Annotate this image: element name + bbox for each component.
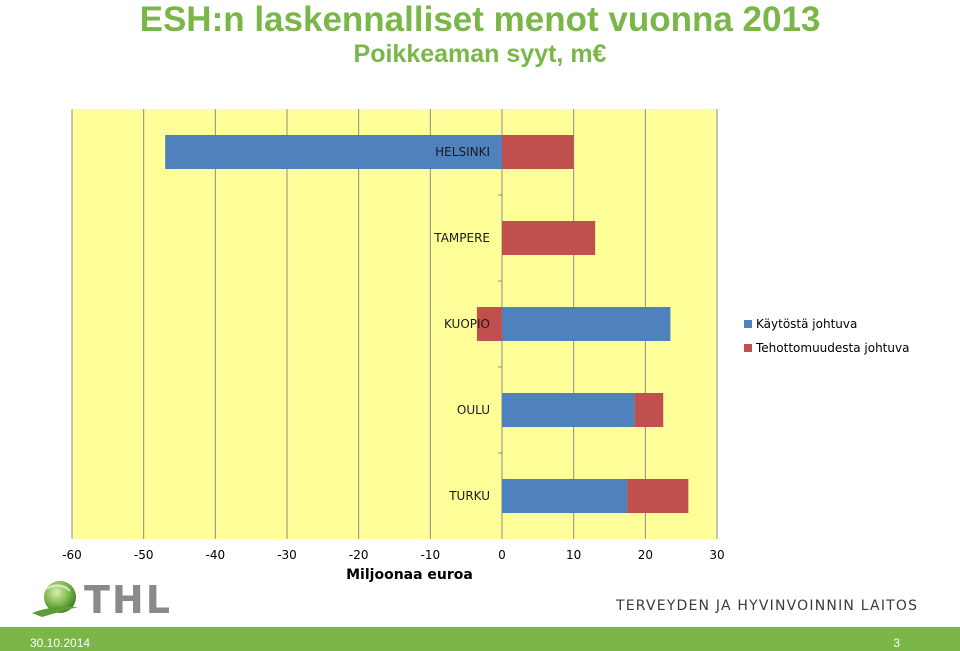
- page-number: 3: [893, 636, 900, 650]
- x-tick-label: 0: [498, 548, 506, 562]
- slide-title: ESH:n laskennalliset menot vuonna 2013: [139, 0, 821, 39]
- slide-subtitle: Poikkeaman syyt, m€: [353, 40, 607, 68]
- x-tick-label: 20: [638, 548, 653, 562]
- category-label: TAMPERE: [433, 231, 490, 245]
- x-tick-label: -10: [421, 548, 441, 562]
- thl-logo-icon: [32, 581, 78, 617]
- bar-series1: [502, 479, 628, 513]
- legend-label-series1: Käytöstä johtuva: [756, 317, 858, 331]
- bar-series1: [165, 135, 502, 169]
- x-tick-label: 30: [709, 548, 724, 562]
- x-tick-label: 10: [566, 548, 581, 562]
- bar-series1: [502, 307, 671, 341]
- legend-label-series2: Tehottomuudesta johtuva: [756, 341, 910, 355]
- bar-series2: [502, 135, 574, 169]
- bar-series2: [634, 393, 664, 427]
- category-label: HELSINKI: [435, 145, 490, 159]
- footer-date: 30.10.2014: [30, 636, 91, 650]
- legend-item-series1: Käytöstä johtuva: [744, 312, 909, 336]
- bar-series1: [502, 393, 635, 427]
- bar-series2: [476, 307, 502, 341]
- bar-series2: [627, 479, 689, 513]
- x-tick-label: -40: [206, 548, 226, 562]
- bar-series2: [502, 221, 596, 255]
- category-label: KUOPIO: [444, 317, 490, 331]
- footer-bar: 30.10.2014 3: [0, 627, 960, 651]
- chart-legend: Käytöstä johtuva Tehottomuudesta johtuva: [744, 312, 909, 360]
- legend-item-series2: Tehottomuudesta johtuva: [744, 336, 909, 360]
- x-tick-label: -50: [134, 548, 154, 562]
- x-tick-label: -30: [277, 548, 297, 562]
- stacked-bar-chart: -60 -50 -40 -30 -20 -10 0 10 20 30 HELSINKI TAMPERE…: [62, 109, 725, 583]
- legend-swatch-series2: [744, 344, 752, 352]
- x-tick-label: -60: [62, 548, 82, 562]
- logo-text: THL: [84, 578, 172, 622]
- x-tick-label: -20: [349, 548, 369, 562]
- legend-swatch-series1: [744, 320, 752, 328]
- x-axis-title: Miljoonaa euroa: [346, 567, 473, 583]
- institute-name: TERVEYDEN JA HYVINVOINNIN LAITOS: [616, 598, 919, 614]
- category-label: OULU: [457, 403, 490, 417]
- category-label: TURKU: [448, 489, 490, 503]
